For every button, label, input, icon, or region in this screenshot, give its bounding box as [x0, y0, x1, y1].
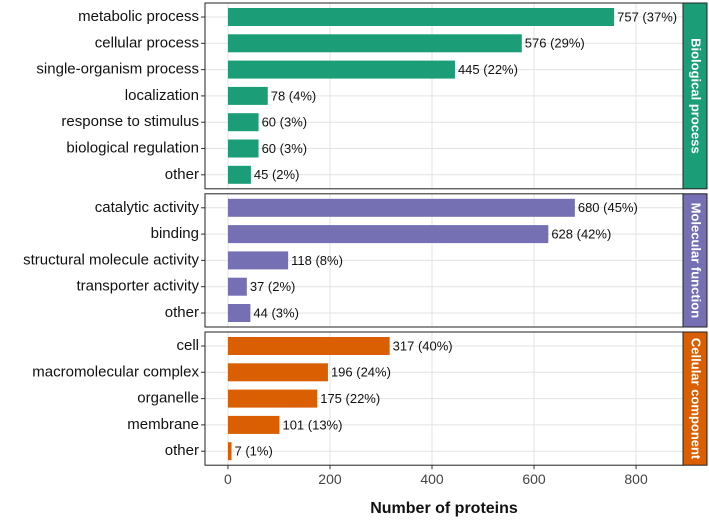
bar [227, 113, 259, 132]
bar [227, 337, 390, 355]
bar [227, 86, 268, 105]
y-tick-label: binding [151, 225, 199, 242]
bar [227, 34, 522, 53]
strip [682, 193, 708, 328]
value-label: 196 (24%) [331, 365, 391, 380]
bar [227, 442, 232, 461]
value-label: 45 (2%) [254, 167, 300, 182]
bar [227, 363, 328, 382]
y-tick-label: membrane [127, 416, 199, 433]
strip-label: Biological process [689, 38, 704, 154]
bar [227, 225, 549, 244]
y-tick-label: other [165, 166, 199, 183]
bar [227, 251, 289, 270]
value-label: 576 (29%) [525, 36, 585, 51]
value-label: 78 (4%) [271, 88, 317, 103]
value-label: 37 (2%) [250, 279, 296, 294]
bar [227, 304, 251, 322]
y-tick-label: macromolecular complex [32, 363, 199, 380]
strip-label: Cellular component [689, 338, 704, 460]
strip-label: Molecular function [689, 203, 704, 319]
bar [227, 277, 247, 296]
value-label: 628 (42%) [551, 227, 611, 242]
value-label: 317 (40%) [393, 338, 453, 353]
y-tick-label: biological regulation [66, 139, 199, 156]
x-tick-label: 0 [224, 471, 232, 487]
value-label: 60 (3%) [262, 115, 308, 130]
value-label: 445 (22%) [458, 62, 518, 77]
value-label: 175 (22%) [320, 391, 380, 406]
bar [227, 415, 280, 434]
bar [227, 60, 455, 79]
y-tick-label: transporter activity [76, 278, 199, 295]
y-tick-label: cell [176, 337, 199, 354]
y-tick-label: metabolic process [78, 8, 199, 25]
bar [227, 8, 615, 26]
y-tick-label: other [165, 442, 199, 459]
bar [227, 165, 251, 184]
x-axis-title: Number of proteins [370, 500, 518, 517]
value-label: 7 (1%) [235, 444, 273, 459]
bar [227, 198, 575, 217]
x-tick-label: 400 [420, 471, 444, 487]
y-tick-label: single-organism process [36, 61, 199, 78]
x-tick-label: 200 [318, 471, 342, 487]
y-tick-label: structural molecule activity [23, 251, 199, 268]
value-label: 118 (8%) [291, 253, 343, 268]
value-label: 60 (3%) [262, 141, 308, 156]
x-tick-label: 800 [624, 471, 648, 487]
strip [682, 2, 708, 190]
bar [227, 139, 259, 158]
y-tick-label: response to stimulus [61, 113, 199, 130]
value-label: 101 (13%) [282, 417, 342, 432]
strip [682, 331, 708, 466]
value-label: 44 (3%) [253, 305, 299, 320]
x-tick-label: 600 [522, 471, 546, 487]
y-tick-label: catalytic activity [95, 199, 200, 216]
y-tick-label: localization [125, 87, 199, 104]
y-tick-label: other [165, 304, 199, 321]
value-label: 757 (37%) [617, 9, 677, 24]
bar [227, 389, 318, 408]
value-label: 680 (45%) [578, 200, 638, 215]
y-tick-label: cellular process [95, 34, 199, 51]
y-tick-label: organelle [137, 390, 199, 407]
